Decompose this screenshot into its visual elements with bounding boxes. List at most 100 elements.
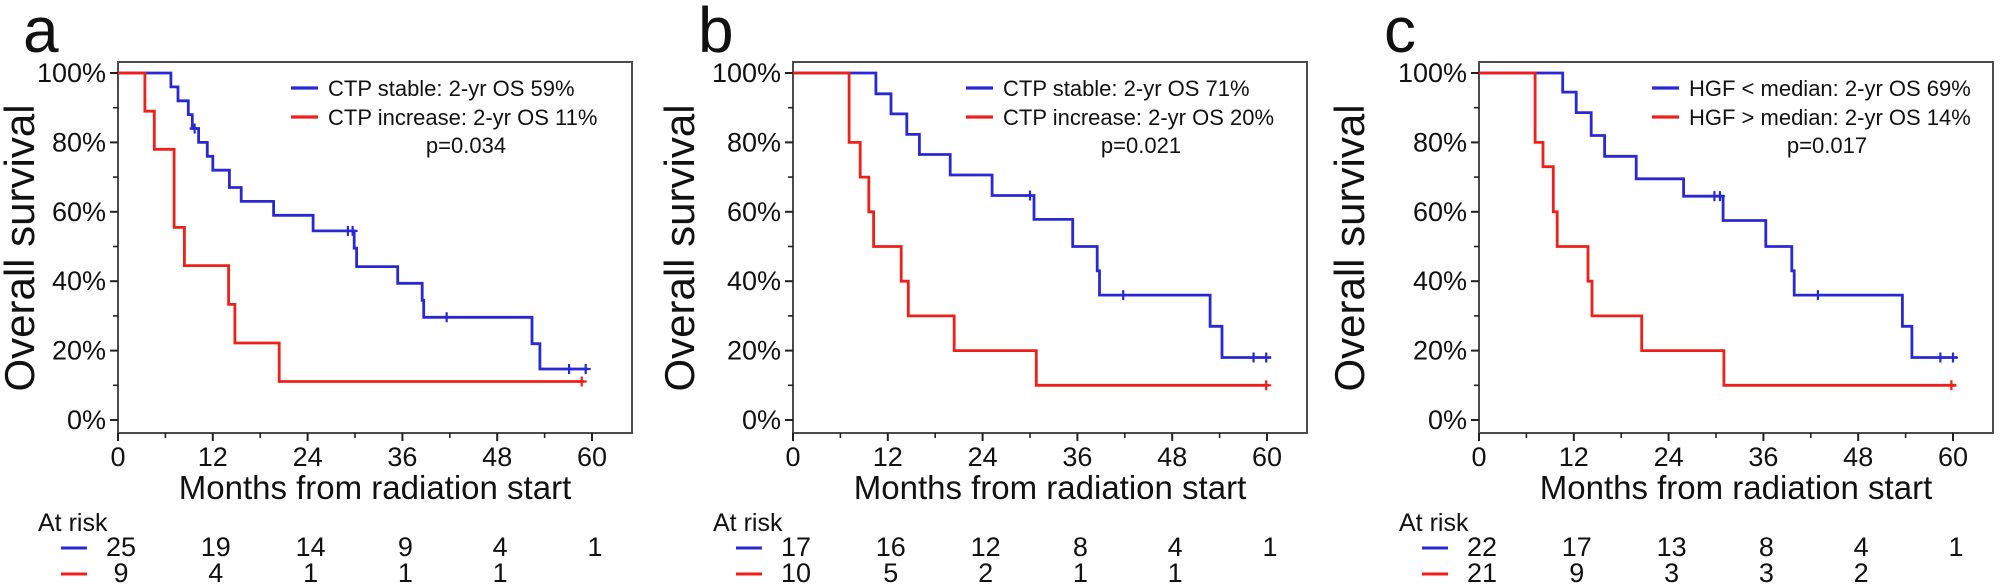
y-tick-label: 0% bbox=[742, 405, 781, 435]
at-risk-count-blue: 17 bbox=[781, 532, 811, 562]
at-risk-count-blue: 13 bbox=[1657, 532, 1687, 562]
censor-mark-blue bbox=[1812, 290, 1823, 301]
x-axis-title: Months from radiation start bbox=[1540, 469, 1933, 506]
at-risk-count-blue: 4 bbox=[1854, 532, 1869, 562]
plot-frame bbox=[792, 61, 1308, 434]
legend-label-red: HGF > median: 2-yr OS 14% bbox=[1689, 105, 1971, 130]
y-axis-title: Overall survival bbox=[1330, 104, 1373, 391]
y-tick-label: 100% bbox=[37, 58, 106, 88]
censor-mark-blue bbox=[1714, 191, 1725, 202]
x-tick-label: 24 bbox=[968, 442, 998, 472]
at-risk-count-red: 9 bbox=[1569, 558, 1584, 587]
x-tick-label: 48 bbox=[1843, 442, 1873, 472]
panel-letter: a bbox=[23, 0, 59, 66]
x-tick-label: 0 bbox=[785, 442, 800, 472]
y-tick-label: 40% bbox=[1413, 266, 1467, 296]
legend-label-red: CTP increase: 2-yr OS 11% bbox=[328, 105, 597, 130]
at-risk-count-blue: 14 bbox=[296, 532, 326, 562]
at-risk-count-red: 1 bbox=[1073, 558, 1088, 587]
at-risk-count-blue: 16 bbox=[876, 532, 906, 562]
p-value-label: p=0.021 bbox=[1101, 133, 1181, 158]
legend-label-blue: HGF < median: 2-yr OS 69% bbox=[1689, 76, 1971, 101]
y-tick-label: 20% bbox=[52, 336, 106, 366]
at-risk-count-red: 5 bbox=[883, 558, 898, 587]
y-tick-label: 60% bbox=[1413, 197, 1467, 227]
censor-mark-blue bbox=[1935, 352, 1946, 363]
legend-label-blue: CTP stable: 2-yr OS 71% bbox=[1003, 76, 1250, 101]
survival-curve-red bbox=[1479, 71, 1957, 387]
x-tick-label: 36 bbox=[1748, 442, 1778, 472]
at-risk-count-blue: 25 bbox=[106, 532, 136, 562]
y-axis-title: Overall survival bbox=[660, 104, 703, 391]
at-risk-count-blue: 1 bbox=[1948, 532, 1963, 562]
at-risk-count-red: 1 bbox=[398, 558, 413, 587]
y-tick-label: 0% bbox=[1428, 405, 1467, 435]
x-axis-title: Months from radiation start bbox=[179, 469, 572, 506]
x-tick-label: 60 bbox=[577, 442, 607, 472]
at-risk-label: At risk bbox=[38, 509, 108, 537]
x-tick-label: 0 bbox=[1471, 442, 1486, 472]
survival-curve-red bbox=[118, 71, 585, 383]
legend-label-blue: CTP stable: 2-yr OS 59% bbox=[328, 76, 575, 101]
survival-curve-blue bbox=[793, 71, 1271, 359]
at-risk-count-blue: 4 bbox=[1168, 532, 1183, 562]
panel-b: b Overall survival 0% 20% 40% 60% 80% 100% 0 12 24… bbox=[660, 0, 1330, 587]
at-risk-count-red: 3 bbox=[1664, 558, 1679, 587]
y-tick-label: 40% bbox=[52, 266, 106, 296]
y-tick-label: 80% bbox=[727, 127, 781, 157]
at-risk-count-red: 21 bbox=[1467, 558, 1497, 587]
survival-curve-blue bbox=[1479, 71, 1957, 359]
at-risk-count-blue: 1 bbox=[587, 532, 602, 562]
y-tick-label: 20% bbox=[727, 336, 781, 366]
censor-mark-red bbox=[1261, 380, 1272, 391]
at-risk-count-blue: 1 bbox=[1262, 532, 1277, 562]
x-tick-label: 24 bbox=[1654, 442, 1684, 472]
y-axis-title: Overall survival bbox=[0, 104, 43, 391]
at-risk-count-blue: 17 bbox=[1562, 532, 1592, 562]
at-risk-count-red: 9 bbox=[113, 558, 128, 587]
censor-mark-blue bbox=[580, 363, 591, 374]
y-tick-label: 80% bbox=[1413, 127, 1467, 157]
plot-frame bbox=[117, 61, 633, 434]
km-chart-a: a Overall survival 0% 20% 40% 60% 80% 100% 0 12 24… bbox=[0, 0, 633, 587]
survival-curve-blue bbox=[118, 71, 588, 371]
y-tick-label: 0% bbox=[67, 405, 106, 435]
at-risk-count-blue: 4 bbox=[493, 532, 508, 562]
x-tick-label: 60 bbox=[1938, 442, 1968, 472]
panel-a: a Overall survival 0% 20% 40% 60% 80% 100% 0 12 24… bbox=[0, 0, 660, 587]
y-tick-label: 60% bbox=[52, 197, 106, 227]
x-tick-label: 48 bbox=[482, 442, 512, 472]
at-risk-label: At risk bbox=[1399, 509, 1469, 537]
censor-mark-blue bbox=[1025, 190, 1035, 201]
y-tick-label: 100% bbox=[1398, 58, 1467, 88]
at-risk-count-blue: 9 bbox=[398, 532, 413, 562]
legend-label-red: CTP increase: 2-yr OS 20% bbox=[1003, 105, 1274, 130]
at-risk-count-red: 1 bbox=[303, 558, 318, 587]
survival-curve-red bbox=[793, 71, 1269, 387]
at-risk-count-red: 4 bbox=[208, 558, 223, 587]
x-tick-label: 48 bbox=[1157, 442, 1187, 472]
x-tick-label: 0 bbox=[110, 442, 125, 472]
at-risk-count-red: 10 bbox=[781, 558, 811, 587]
y-tick-label: 80% bbox=[52, 127, 106, 157]
x-tick-label: 12 bbox=[1559, 442, 1589, 472]
y-tick-label: 40% bbox=[727, 266, 781, 296]
x-tick-label: 36 bbox=[387, 442, 417, 472]
p-value-label: p=0.017 bbox=[1787, 133, 1867, 158]
at-risk-count-blue: 8 bbox=[1759, 532, 1774, 562]
y-tick-label: 60% bbox=[727, 197, 781, 227]
censor-mark-blue bbox=[1261, 352, 1272, 363]
x-tick-label: 12 bbox=[198, 442, 228, 472]
censor-mark-blue bbox=[189, 123, 200, 134]
x-tick-label: 36 bbox=[1062, 442, 1092, 472]
panel-letter: c bbox=[1384, 0, 1416, 66]
censor-mark-blue bbox=[347, 225, 358, 236]
at-risk-count-red: 3 bbox=[1759, 558, 1774, 587]
p-value-label: p=0.034 bbox=[426, 133, 506, 158]
censor-mark-blue bbox=[1948, 352, 1958, 363]
plot-frame bbox=[1478, 61, 1994, 434]
censor-mark-blue bbox=[1118, 290, 1129, 301]
